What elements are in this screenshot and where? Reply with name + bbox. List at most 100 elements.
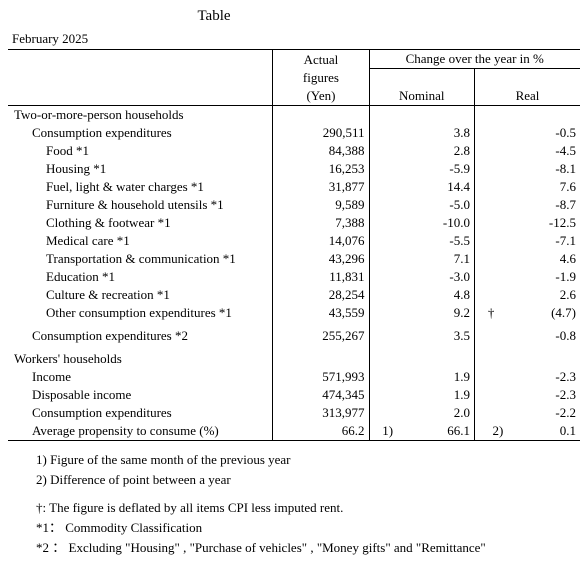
data-table: Actual Change over the year in % figures…: [8, 49, 580, 441]
row-actual: 571,993: [273, 368, 369, 386]
row-label: Average propensity to consume (%): [8, 422, 273, 441]
row-real: -8.7: [507, 196, 580, 214]
table-row: Housing *1 16,253 -5.9 -8.1: [8, 160, 580, 178]
row-label: Housing *1: [8, 160, 273, 178]
table-row: Transportation & communication *1 43,296…: [8, 250, 580, 268]
row-label: Consumption expenditures: [8, 124, 273, 142]
header-row-2: figures Nominal Real: [8, 69, 580, 87]
row-nom-note: 1): [369, 422, 397, 441]
hdr-nominal: Nominal: [369, 69, 474, 106]
row-real: 4.6: [507, 250, 580, 268]
row-real: 0.1: [507, 422, 580, 441]
section-label: Two-or-more-person households: [8, 105, 273, 124]
row-label: Consumption expenditures: [8, 404, 273, 422]
row-label: Fuel, light & water charges *1: [8, 178, 273, 196]
row-label: Income: [8, 368, 273, 386]
table-row: Food *1 84,388 2.8 -4.5: [8, 142, 580, 160]
table-row: Disposable income 474,345 1.9 -2.3: [8, 386, 580, 404]
row-nom: -5.0: [397, 196, 474, 214]
row-real: -4.5: [507, 142, 580, 160]
table-row: Income 571,993 1.9 -2.3: [8, 368, 580, 386]
section-label: Workers' households: [8, 345, 273, 368]
table-row: Average propensity to consume (%) 66.2 1…: [8, 422, 580, 441]
row-actual: 11,831: [273, 268, 369, 286]
row-label: Culture & recreation *1: [8, 286, 273, 304]
row-label: Food *1: [8, 142, 273, 160]
footnote-2: 2) Difference of point between a year: [36, 471, 580, 489]
table-row: Fuel, light & water charges *1 31,877 14…: [8, 178, 580, 196]
row-real: -2.3: [507, 368, 580, 386]
row-real: 2.6: [507, 286, 580, 304]
table-date: February 2025: [12, 31, 580, 47]
header-row-1: Actual Change over the year in %: [8, 50, 580, 69]
row-nom: 1.9: [397, 386, 474, 404]
table-row: Culture & recreation *1 28,254 4.8 2.6: [8, 286, 580, 304]
row-real: -2.2: [507, 404, 580, 422]
row-nom: -3.0: [397, 268, 474, 286]
footnote-1: 1) Figure of the same month of the previ…: [36, 451, 580, 469]
row-label: Medical care *1: [8, 232, 273, 250]
row-nom: 2.0: [397, 404, 474, 422]
row-nom: 2.8: [397, 142, 474, 160]
footnote-3: †: The figure is deflated by all items C…: [36, 499, 580, 517]
row-real: -1.9: [507, 268, 580, 286]
footnote-4: *1： Commodity Classification: [36, 519, 580, 537]
hdr-actual-3: (Yen): [273, 87, 369, 106]
row-actual: 9,589: [273, 196, 369, 214]
hdr-change: Change over the year in %: [369, 50, 580, 69]
row-label: Other consumption expenditures *1: [8, 304, 273, 322]
row-real: -7.1: [507, 232, 580, 250]
row-actual: 474,345: [273, 386, 369, 404]
row-actual: 43,559: [273, 304, 369, 322]
hdr-actual-2: figures: [273, 69, 369, 87]
row-actual: 31,877: [273, 178, 369, 196]
row-actual: 14,076: [273, 232, 369, 250]
row-nom: 7.1: [397, 250, 474, 268]
row-real: -0.8: [507, 322, 580, 345]
row-actual: 313,977: [273, 404, 369, 422]
row-nom: 66.1: [397, 422, 474, 441]
row-nom: -5.5: [397, 232, 474, 250]
row-real: -8.1: [507, 160, 580, 178]
row-real-note: †: [474, 304, 507, 322]
row-actual: 290,511: [273, 124, 369, 142]
row-label: Furniture & household utensils *1: [8, 196, 273, 214]
row-nom: 3.8: [397, 124, 474, 142]
hdr-real: Real: [474, 69, 580, 106]
row-actual: 7,388: [273, 214, 369, 232]
row-real-note: 2): [474, 422, 507, 441]
row-actual: 43,296: [273, 250, 369, 268]
table-row: Education *1 11,831 -3.0 -1.9: [8, 268, 580, 286]
table-title: Table: [0, 8, 580, 25]
table-row: Consumption expenditures 290,511 3.8 -0.…: [8, 124, 580, 142]
footnote-5: *2 ： Excluding "Housing" , "Purchase of …: [36, 539, 580, 557]
row-nom: 4.8: [397, 286, 474, 304]
row-label: Clothing & footwear *1: [8, 214, 273, 232]
table-row: Consumption expenditures *2 255,267 3.5 …: [8, 322, 580, 345]
section-two-more: Two-or-more-person households: [8, 105, 580, 124]
row-label: Consumption expenditures *2: [8, 322, 273, 345]
row-label: Disposable income: [8, 386, 273, 404]
section-workers: Workers' households: [8, 345, 580, 368]
row-real: -2.3: [507, 386, 580, 404]
row-actual: 255,267: [273, 322, 369, 345]
row-real: 7.6: [507, 178, 580, 196]
table-row: Medical care *1 14,076 -5.5 -7.1: [8, 232, 580, 250]
row-real: -12.5: [507, 214, 580, 232]
row-actual: 66.2: [273, 422, 369, 441]
row-actual: 84,388: [273, 142, 369, 160]
table-row: Consumption expenditures 313,977 2.0 -2.…: [8, 404, 580, 422]
row-nom: -5.9: [397, 160, 474, 178]
row-actual: 16,253: [273, 160, 369, 178]
table-row: Other consumption expenditures *1 43,559…: [8, 304, 580, 322]
table-row: Furniture & household utensils *1 9,589 …: [8, 196, 580, 214]
footnotes: 1) Figure of the same month of the previ…: [36, 451, 580, 558]
row-label: Transportation & communication *1: [8, 250, 273, 268]
row-real: -0.5: [507, 124, 580, 142]
row-actual: 28,254: [273, 286, 369, 304]
row-nom: -10.0: [397, 214, 474, 232]
row-nom: 3.5: [397, 322, 474, 345]
row-real: (4.7): [507, 304, 580, 322]
table-row: Clothing & footwear *1 7,388 -10.0 -12.5: [8, 214, 580, 232]
row-label: Education *1: [8, 268, 273, 286]
